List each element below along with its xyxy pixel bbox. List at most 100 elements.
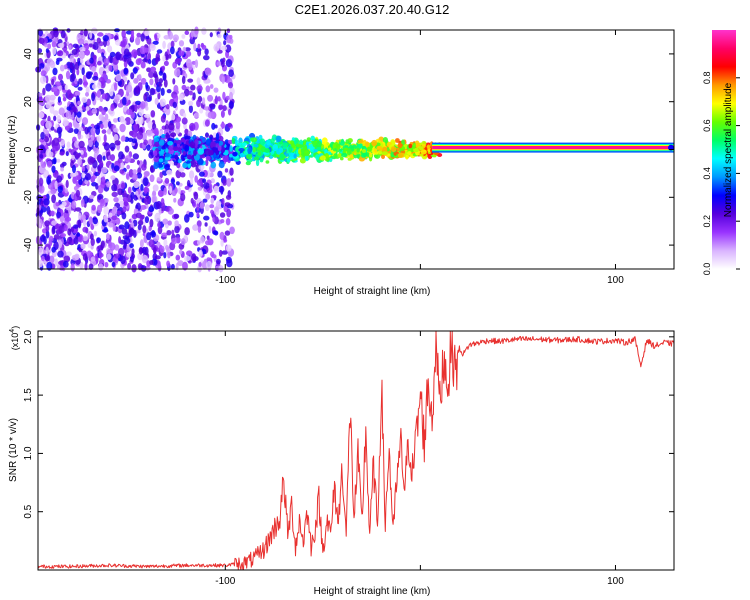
spectrogram-band-cell xyxy=(252,146,256,153)
spectrogram-band-cell xyxy=(337,153,342,158)
spectrogram-noise-cell xyxy=(216,258,221,265)
spectrogram-noise-cell xyxy=(81,96,88,103)
spectrogram-noise-cell xyxy=(141,254,149,264)
spectrogram-noise-cell xyxy=(194,112,199,119)
spectrogram-band-cell xyxy=(299,139,303,146)
spectrogram-noise-cell xyxy=(149,87,156,96)
spectrogram-noise-cell xyxy=(211,122,216,130)
spectrogram-noise-cell xyxy=(62,96,67,102)
spectrogram-band-cell xyxy=(304,154,309,162)
spectrogram-band-cell xyxy=(413,147,420,153)
spectrogram-noise-cell xyxy=(156,241,161,247)
spectrogram-noise-cell xyxy=(77,86,83,91)
spectrogram-noise-cell xyxy=(91,66,97,73)
spectrogram-band-cell xyxy=(235,146,240,153)
spectrogram-noise-cell xyxy=(157,222,161,228)
spectrogram-noise-cell xyxy=(165,104,170,110)
spectrogram-band-cell xyxy=(346,148,352,156)
spectrogram-noise-cell xyxy=(180,172,186,178)
spectrogram-noise-cell xyxy=(121,212,127,220)
spectrogram-noise-cell xyxy=(120,135,126,142)
spectrogram-noise-cell xyxy=(213,185,220,194)
spectrogram-noise-cell xyxy=(125,30,133,35)
colorbar-label: Normalized spectral amplitude xyxy=(723,82,734,217)
spectrogram-band-cell xyxy=(229,145,233,152)
spectrogram-noise-cell xyxy=(86,250,93,259)
spectrogram-noise-cell xyxy=(46,175,51,185)
spectrogram-noise-cell xyxy=(114,35,119,41)
spectrogram-noise-cell xyxy=(197,48,202,57)
spectrogram-noise-cell xyxy=(122,197,129,203)
spectrogram-band-cell xyxy=(165,152,170,158)
spectrogram-noise-cell xyxy=(47,254,51,262)
spectrogram-noise-cell xyxy=(156,247,161,252)
spectrogram-noise-cell xyxy=(188,100,194,106)
spectrogram-noise-cell xyxy=(153,246,157,255)
spectrogram-noise-cell xyxy=(147,120,154,129)
spectrogram-noise-cell xyxy=(175,120,181,130)
spectrogram-noise-cell xyxy=(168,31,174,40)
spectrogram-noise-cell xyxy=(131,138,138,144)
spectrogram-noise-cell xyxy=(205,240,211,246)
spectrogram-noise-cell xyxy=(174,58,181,65)
spectrogram-noise-cell xyxy=(185,50,192,57)
spectrogram-band-cell xyxy=(164,164,170,171)
spectrogram-noise-cell xyxy=(84,49,91,56)
spectrogram-noise-cell xyxy=(103,214,108,223)
spectrogram-noise-cell xyxy=(224,202,231,207)
spectrogram-noise-cell xyxy=(124,221,130,230)
spectrogram-noise-cell xyxy=(190,197,194,204)
spectrogram-noise-cell xyxy=(210,209,214,215)
spectrogram-noise-cell xyxy=(129,254,135,263)
spectrogram-noise-cell xyxy=(45,120,52,130)
spectrogram-noise-cell xyxy=(167,220,172,226)
spectrogram-noise-cell xyxy=(204,67,212,76)
spectrogram-band-cell xyxy=(201,137,206,143)
spectrogram-band-cell xyxy=(253,156,260,161)
spectrogram-noise-cell xyxy=(121,29,126,39)
spectrogram-noise-cell xyxy=(82,218,87,227)
spectrogram-noise-cell xyxy=(224,168,229,173)
spectrogram-noise-cell xyxy=(74,253,80,260)
spectrogram-noise-cell xyxy=(214,95,218,105)
spectrogram-noise-cell xyxy=(85,92,89,97)
spectrogram-noise-cell xyxy=(175,254,181,261)
spectrogram-noise-cell xyxy=(58,107,65,116)
spectrogram-noise-cell xyxy=(187,78,194,83)
spectrogram-noise-cell xyxy=(196,220,202,228)
spectrogram-band-cell xyxy=(419,146,424,151)
spectrogram-noise-cell xyxy=(95,126,101,135)
spectrogram-noise-cell xyxy=(101,166,108,174)
spectrogram-noise-cell xyxy=(152,184,159,192)
spectrogram-band-cell xyxy=(168,144,174,151)
spectrogram-band-cell xyxy=(321,137,328,144)
snr-background xyxy=(38,331,674,570)
spectrogram-noise-cell xyxy=(114,140,121,146)
spectrogram-noise-cell xyxy=(113,206,118,214)
spectrogram-noise-cell xyxy=(166,169,173,176)
spectrogram-noise-cell xyxy=(222,91,226,100)
spectrogram-noise-cell xyxy=(225,244,232,252)
spectrogram-noise-cell xyxy=(109,242,116,251)
spectrogram-band-cell xyxy=(316,140,322,148)
spectrogram-noise-cell xyxy=(169,185,173,194)
spectrogram-noise-cell xyxy=(117,158,123,164)
spectrogram-band-cell xyxy=(373,148,378,154)
spectrogram-noise-cell xyxy=(45,83,52,92)
spectrogram-noise-cell xyxy=(63,255,71,263)
snr-series-line xyxy=(37,330,675,570)
spectrogram-noise-cell xyxy=(102,155,106,161)
spectrogram-noise-cell xyxy=(72,106,77,113)
spectrogram-noise-cell xyxy=(113,118,118,123)
spectrogram-noise-cell xyxy=(53,28,59,38)
spectrogram-noise-cell xyxy=(207,94,214,102)
spectrogram-noise-cell xyxy=(154,213,161,223)
spectrogram-noise-cell xyxy=(184,255,191,262)
spectrogram-noise-cell xyxy=(224,230,231,236)
spectrogram-noise-cell xyxy=(45,75,49,84)
spectrogram-band-cell xyxy=(158,145,162,151)
spectrogram-band-cell xyxy=(182,151,186,156)
spectrogram-noise-cell xyxy=(59,151,65,156)
spectrogram-noise-cell xyxy=(70,263,75,272)
spectrogram-noise-cell xyxy=(132,169,137,175)
